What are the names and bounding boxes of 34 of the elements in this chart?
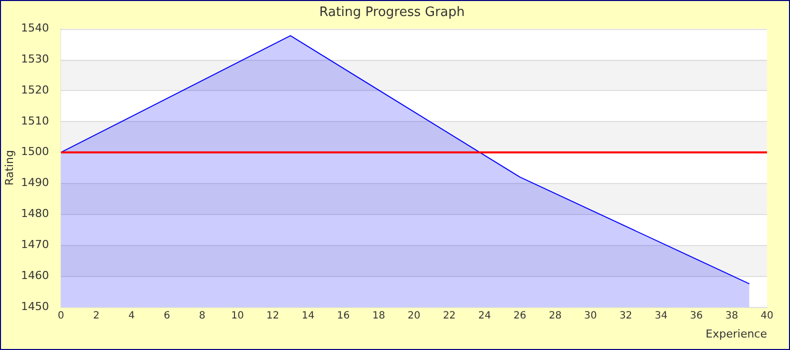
x-tick-label: 18 xyxy=(372,310,386,322)
x-tick-label: 38 xyxy=(725,310,738,322)
x-tick-label: 2 xyxy=(93,310,100,322)
x-tick-label: 30 xyxy=(584,310,597,322)
x-tick-label: 26 xyxy=(514,310,526,322)
y-axis-title: Rating xyxy=(2,150,16,186)
x-tick-label: 12 xyxy=(266,310,280,322)
x-tick-label: 34 xyxy=(654,310,668,322)
x-tick-label: 24 xyxy=(478,310,491,322)
y-tick-label: 1520 xyxy=(20,83,49,96)
x-tick-label: 36 xyxy=(690,310,703,322)
y-tick-label: 1470 xyxy=(20,238,49,251)
x-tick-label: 16 xyxy=(337,310,350,322)
y-tick-label: 1510 xyxy=(20,114,49,128)
y-tick-label: 1490 xyxy=(20,176,49,190)
x-tick-label: 28 xyxy=(548,310,562,322)
x-axis-title: Experience xyxy=(706,327,768,340)
y-tick-label: 1540 xyxy=(20,21,49,34)
chart-title: Rating Progress Graph xyxy=(319,5,465,20)
x-tick-label: 8 xyxy=(199,310,206,322)
y-tick-label: 1530 xyxy=(20,52,49,66)
x-tick-label: 10 xyxy=(231,310,244,322)
y-tick-label: 1500 xyxy=(20,145,49,158)
y-tick-label: 1460 xyxy=(20,268,49,282)
x-tick-label: 4 xyxy=(128,310,135,322)
x-tick-label: 40 xyxy=(760,310,774,322)
x-tick-label: 20 xyxy=(408,310,420,322)
y-tick-label: 1450 xyxy=(20,300,49,313)
x-tick-label: 32 xyxy=(619,310,632,322)
y-tick-label: 1480 xyxy=(20,207,49,220)
x-tick-label: 14 xyxy=(302,310,314,322)
x-tick-label: 22 xyxy=(442,310,456,322)
x-tick-label: 0 xyxy=(58,310,64,322)
x-tick-label: 6 xyxy=(164,310,170,322)
